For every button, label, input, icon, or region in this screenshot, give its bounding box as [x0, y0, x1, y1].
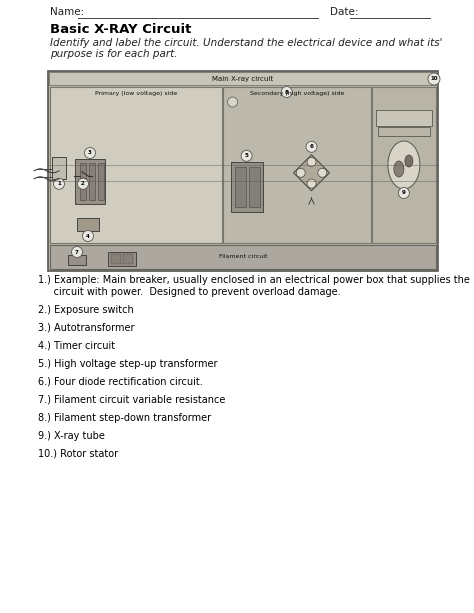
Circle shape — [82, 230, 93, 242]
Text: purpose is for each part.: purpose is for each part. — [50, 49, 177, 59]
Text: circuit with power.  Designed to prevent overload damage.: circuit with power. Designed to prevent … — [38, 287, 341, 297]
Polygon shape — [293, 155, 329, 191]
Circle shape — [241, 150, 252, 161]
Bar — [50, 245, 436, 269]
Text: 8: 8 — [285, 89, 289, 94]
Bar — [98, 163, 104, 200]
Bar — [111, 254, 121, 264]
Text: 4.) Timer circuit: 4.) Timer circuit — [38, 341, 115, 351]
Text: 2: 2 — [81, 181, 85, 186]
Bar — [68, 255, 86, 265]
Text: 7: 7 — [75, 249, 79, 254]
Text: Name:: Name: — [50, 7, 84, 17]
Circle shape — [281, 86, 292, 97]
Bar — [49, 72, 437, 85]
Text: 2.) Exposure switch: 2.) Exposure switch — [38, 305, 134, 315]
Text: 6: 6 — [310, 144, 313, 150]
Circle shape — [72, 246, 82, 257]
Text: Filament circuit: Filament circuit — [219, 254, 267, 259]
Circle shape — [54, 178, 64, 189]
Text: Secondary (high voltage) side: Secondary (high voltage) side — [249, 91, 344, 96]
Text: 4: 4 — [86, 234, 90, 238]
Bar — [248, 167, 260, 207]
Text: 3.) Autotransformer: 3.) Autotransformer — [38, 323, 135, 333]
Text: Primary (low voltage) side: Primary (low voltage) side — [95, 91, 177, 96]
Text: 10: 10 — [430, 77, 438, 82]
Bar — [108, 252, 136, 266]
Ellipse shape — [307, 158, 316, 167]
Text: Main X-ray circuit: Main X-ray circuit — [212, 75, 273, 82]
Text: Identify and label the circuit. Understand the electrical device and what its': Identify and label the circuit. Understa… — [50, 38, 443, 48]
Bar — [235, 167, 246, 207]
Ellipse shape — [296, 169, 305, 177]
Text: Date:: Date: — [330, 7, 358, 17]
Circle shape — [84, 148, 95, 159]
Bar — [75, 159, 105, 204]
Bar — [376, 110, 432, 126]
Text: 8.) Filament step-down transformer: 8.) Filament step-down transformer — [38, 413, 211, 423]
Ellipse shape — [307, 179, 316, 188]
Bar — [89, 163, 95, 200]
Text: 5.) High voltage step-up transformer: 5.) High voltage step-up transformer — [38, 359, 218, 369]
Bar — [50, 87, 222, 243]
Text: 5: 5 — [245, 153, 248, 158]
Text: 9: 9 — [402, 191, 406, 196]
Bar — [80, 163, 86, 200]
Circle shape — [399, 188, 410, 199]
Bar — [372, 87, 436, 243]
Text: 3: 3 — [88, 151, 92, 156]
Ellipse shape — [228, 97, 237, 107]
Text: 1.) Example: Main breaker, usually enclosed in an electrical power box that supp: 1.) Example: Main breaker, usually enclo… — [38, 275, 470, 285]
Bar — [123, 254, 133, 264]
Text: 6.) Four diode rectification circuit.: 6.) Four diode rectification circuit. — [38, 377, 203, 387]
Text: 9.) X-ray tube: 9.) X-ray tube — [38, 431, 105, 441]
Circle shape — [78, 178, 89, 189]
Text: Basic X-RAY Circuit: Basic X-RAY Circuit — [50, 23, 191, 36]
Ellipse shape — [394, 161, 404, 177]
Circle shape — [306, 142, 317, 152]
Bar — [77, 218, 99, 231]
Text: 1: 1 — [57, 181, 61, 186]
Bar — [223, 87, 371, 243]
Ellipse shape — [388, 141, 420, 189]
Bar — [230, 162, 263, 212]
Text: 10.) Rotor stator: 10.) Rotor stator — [38, 449, 118, 459]
Text: 7.) Filament circuit variable resistance: 7.) Filament circuit variable resistance — [38, 395, 225, 405]
Bar — [48, 71, 438, 271]
Bar — [52, 157, 66, 179]
Ellipse shape — [405, 155, 413, 167]
Ellipse shape — [318, 169, 327, 177]
Bar — [378, 127, 430, 136]
Circle shape — [428, 73, 440, 85]
